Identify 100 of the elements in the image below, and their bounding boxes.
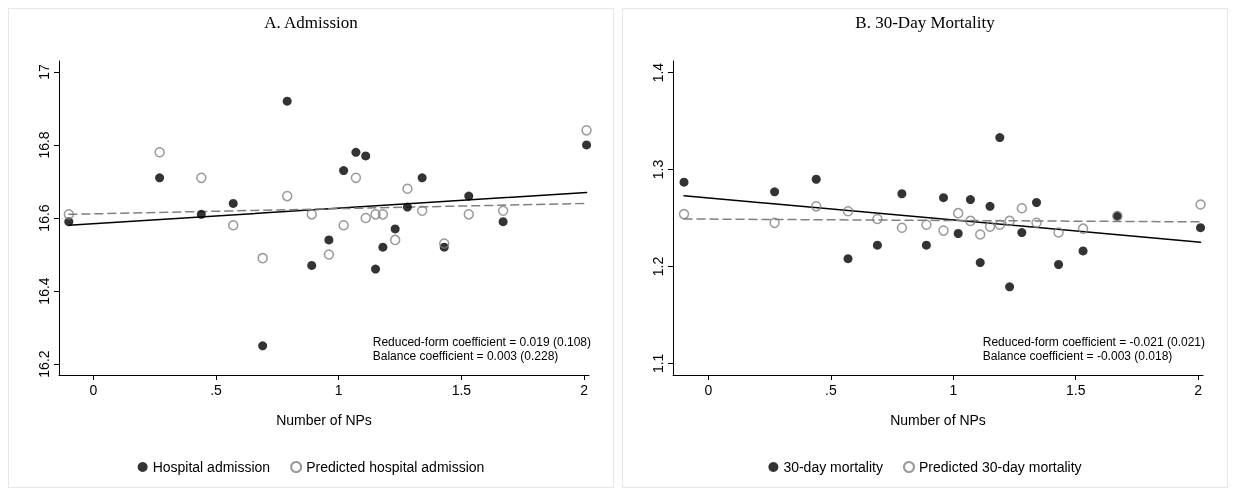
point — [938, 225, 949, 236]
point — [306, 209, 317, 220]
point — [155, 173, 165, 183]
point — [581, 125, 592, 136]
point — [227, 220, 239, 231]
point — [417, 173, 427, 183]
point — [679, 177, 689, 187]
point — [994, 219, 1006, 231]
y-tick-label: 17 — [36, 63, 52, 80]
point — [498, 217, 508, 227]
point — [1031, 217, 1042, 229]
point — [1053, 227, 1064, 238]
point — [953, 229, 963, 238]
point — [770, 187, 780, 197]
y-tick-label: 1.3 — [650, 159, 666, 180]
x-tick-label: 2 — [580, 382, 589, 398]
point — [307, 260, 317, 270]
point — [965, 215, 976, 227]
point — [1032, 198, 1042, 207]
point — [811, 174, 821, 184]
legend-label: Predicted 30-day mortality — [918, 459, 1082, 475]
point — [377, 209, 389, 220]
point — [1004, 215, 1015, 227]
point — [872, 213, 883, 225]
point — [350, 172, 362, 184]
point — [1054, 260, 1064, 270]
point — [896, 222, 908, 233]
point — [324, 235, 334, 245]
chart-title: B. 30-Day Mortality — [855, 13, 996, 32]
point — [678, 208, 690, 220]
y-tick-label: 16.8 — [36, 131, 52, 159]
point — [360, 212, 371, 224]
point — [361, 151, 371, 161]
point — [1196, 223, 1206, 233]
x-tick-label: 0 — [89, 382, 98, 398]
point — [258, 341, 268, 351]
point — [228, 198, 238, 208]
point — [1078, 246, 1088, 256]
point — [154, 147, 165, 158]
point — [378, 242, 388, 252]
point — [1077, 223, 1089, 234]
point — [339, 166, 349, 176]
point — [282, 96, 292, 106]
point — [974, 229, 986, 240]
point — [402, 183, 413, 195]
point — [985, 201, 995, 211]
annotation: Balance coefficient = -0.003 (0.018) — [982, 349, 1173, 363]
x-axis-title: Number of NPs — [890, 412, 986, 428]
point — [438, 238, 450, 249]
point — [196, 209, 206, 219]
point — [984, 221, 996, 232]
point — [257, 252, 268, 264]
y-tick-label: 16.4 — [36, 277, 52, 305]
point — [196, 172, 207, 184]
point — [1017, 228, 1027, 238]
point — [582, 140, 592, 150]
x-tick-label: 0 — [704, 382, 713, 398]
point — [497, 205, 509, 216]
point — [323, 249, 335, 260]
x-tick-label: 1.5 — [451, 382, 472, 398]
legend-label: Predicted hospital admission — [306, 459, 485, 475]
point — [402, 202, 412, 212]
point — [769, 217, 780, 229]
point — [842, 205, 854, 217]
x-tick-label: 1 — [949, 382, 958, 398]
x-tick-label: 1 — [334, 382, 343, 398]
x-tick-label: .5 — [825, 382, 837, 398]
point — [370, 209, 381, 220]
point — [872, 240, 882, 250]
point — [810, 201, 822, 212]
point — [371, 264, 381, 274]
point — [843, 254, 853, 264]
x-tick-label: 2 — [1194, 382, 1203, 398]
y-tick-label: 16.6 — [36, 204, 52, 232]
point — [463, 209, 475, 220]
legend-label: Hospital admission — [152, 459, 271, 475]
point — [63, 209, 75, 220]
annotation: Balance coefficient = 0.003 (0.228) — [372, 349, 559, 363]
point — [897, 189, 907, 199]
legend-label: 30-day mortality — [783, 459, 883, 475]
point — [281, 190, 293, 202]
x-axis-title: Number of NPs — [276, 412, 372, 428]
point — [965, 195, 975, 205]
y-tick-label: 1.4 — [650, 62, 666, 83]
point — [921, 219, 932, 231]
y-tick-label: 16.2 — [36, 350, 52, 378]
point — [939, 193, 949, 203]
point — [390, 224, 400, 234]
chart-title: A. Admission — [264, 13, 359, 32]
point — [995, 133, 1005, 143]
point — [975, 258, 985, 268]
point — [464, 191, 474, 201]
annotation: Reduced-form coefficient = 0.019 (0.108) — [372, 335, 592, 349]
point — [351, 147, 361, 157]
y-tick-label: 1.1 — [650, 353, 666, 374]
point — [416, 205, 428, 216]
x-tick-label: .5 — [210, 382, 223, 398]
annotation: Reduced-form coefficient = -0.021 (0.021) — [982, 335, 1205, 349]
point — [389, 234, 401, 246]
point — [338, 220, 349, 231]
